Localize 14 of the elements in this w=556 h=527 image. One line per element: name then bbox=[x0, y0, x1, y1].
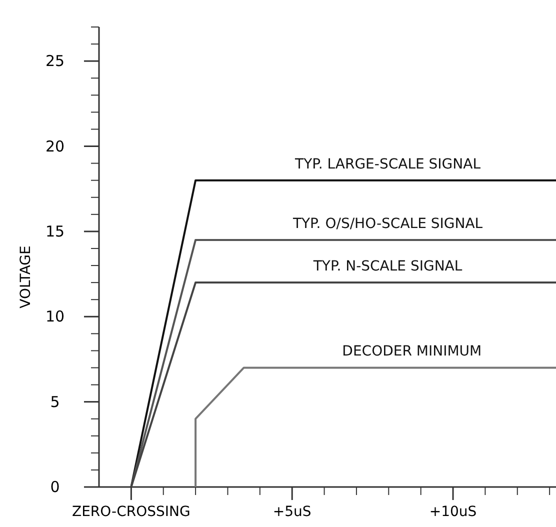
y-tick-label: 5 bbox=[50, 392, 60, 411]
y-tick-label: 25 bbox=[45, 52, 65, 70]
series-label: TYP. LARGE-SCALE SIGNAL bbox=[294, 156, 481, 172]
y-tick-label: 15 bbox=[45, 222, 65, 240]
series-label: TYP. N-SCALE SIGNAL bbox=[312, 258, 462, 275]
y-axis-title: VOLTAGE bbox=[18, 246, 34, 308]
series-label: TYP. O/S/HO-SCALE SIGNAL bbox=[292, 216, 483, 232]
y-tick-label: 0 bbox=[50, 478, 60, 496]
series-label: DECODER MINIMUM bbox=[342, 344, 482, 360]
x-tick-label: ZERO-CROSSING bbox=[72, 504, 190, 520]
x-tick-label: +5uS bbox=[272, 504, 312, 520]
y-tick-label: 20 bbox=[45, 137, 65, 156]
y-tick-label: 10 bbox=[45, 308, 65, 326]
x-tick-label: +10uS bbox=[429, 504, 477, 520]
